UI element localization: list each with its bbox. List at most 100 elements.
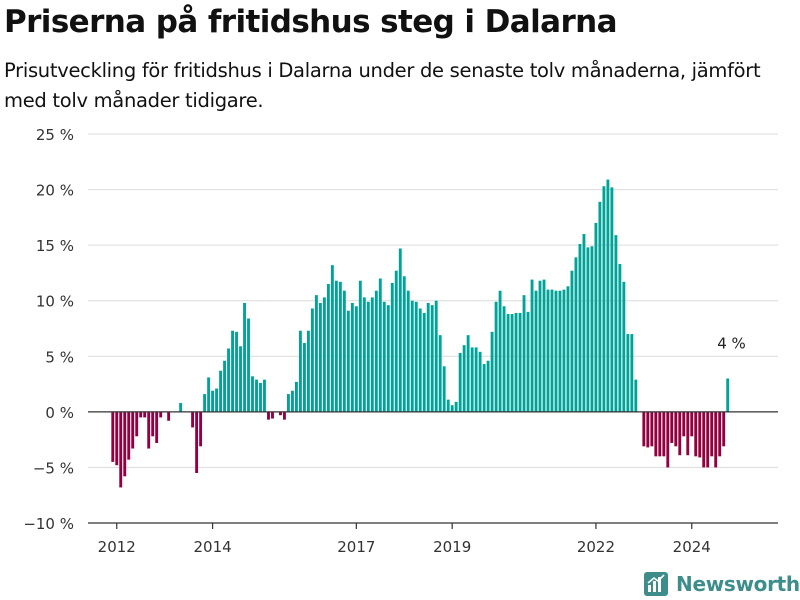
latest-value-label: 4 % bbox=[717, 334, 746, 352]
bar bbox=[287, 394, 290, 412]
newsworthy-logo-icon bbox=[644, 572, 668, 596]
bar bbox=[666, 411, 670, 468]
bar bbox=[502, 306, 506, 412]
bar bbox=[235, 331, 238, 412]
bar bbox=[334, 280, 338, 412]
bar bbox=[330, 265, 334, 412]
bar bbox=[386, 305, 390, 412]
bar bbox=[670, 411, 674, 443]
bar bbox=[382, 301, 386, 412]
bar bbox=[135, 411, 139, 437]
bar bbox=[119, 411, 123, 488]
bar bbox=[710, 411, 714, 457]
x-tick-label: 2014 bbox=[193, 538, 231, 556]
bar bbox=[410, 300, 414, 412]
bar bbox=[570, 270, 574, 412]
bar bbox=[566, 286, 570, 412]
bar bbox=[498, 290, 502, 412]
bar bbox=[582, 234, 586, 412]
bar bbox=[362, 297, 366, 412]
bar bbox=[478, 351, 482, 412]
bar bbox=[722, 411, 726, 447]
bar bbox=[219, 370, 223, 412]
x-tick-label: 2024 bbox=[673, 538, 711, 556]
bar bbox=[123, 411, 127, 477]
bar bbox=[426, 302, 430, 412]
x-tick-label: 2017 bbox=[337, 538, 375, 556]
bar bbox=[143, 411, 147, 418]
bar bbox=[702, 411, 706, 468]
bar bbox=[726, 378, 730, 412]
bar bbox=[203, 394, 207, 412]
bar bbox=[179, 402, 183, 412]
bar bbox=[398, 248, 402, 412]
bar bbox=[322, 297, 326, 412]
bar bbox=[430, 305, 434, 412]
y-tick-label: 15 % bbox=[36, 237, 74, 255]
bar bbox=[215, 388, 218, 412]
bar bbox=[626, 334, 630, 412]
bar bbox=[406, 290, 410, 412]
bar bbox=[374, 290, 378, 412]
bar bbox=[650, 411, 654, 447]
bar bbox=[303, 342, 306, 412]
bar bbox=[630, 334, 634, 412]
bar bbox=[614, 235, 618, 412]
bar bbox=[642, 411, 646, 447]
bar bbox=[259, 382, 262, 412]
bar bbox=[542, 279, 546, 412]
chart-bars bbox=[111, 179, 730, 488]
bar bbox=[682, 411, 686, 437]
bar bbox=[562, 289, 566, 412]
bar bbox=[578, 244, 582, 412]
bar bbox=[594, 222, 598, 412]
bar bbox=[434, 300, 438, 412]
bar bbox=[159, 411, 163, 418]
bar bbox=[358, 280, 362, 412]
page-subtitle: Prisutveckling för fritidshus i Dalarna … bbox=[4, 59, 761, 112]
bar bbox=[227, 348, 230, 412]
y-tick-label: 25 % bbox=[36, 126, 74, 144]
bar bbox=[298, 330, 302, 412]
bar bbox=[318, 302, 322, 412]
bar bbox=[438, 335, 442, 412]
bar bbox=[111, 411, 115, 462]
bar bbox=[690, 411, 694, 437]
bar bbox=[115, 411, 119, 466]
bar bbox=[338, 281, 342, 412]
bar bbox=[195, 411, 199, 473]
bar bbox=[546, 289, 550, 412]
y-tick-label: 5 % bbox=[45, 348, 74, 366]
bar bbox=[139, 411, 143, 418]
bar bbox=[714, 411, 718, 468]
bar bbox=[482, 364, 486, 412]
bar bbox=[618, 264, 622, 412]
bar bbox=[342, 290, 346, 412]
bar bbox=[522, 295, 526, 412]
bar bbox=[314, 295, 318, 412]
bar bbox=[366, 301, 370, 412]
bar bbox=[602, 186, 606, 412]
bar bbox=[310, 308, 314, 412]
bar bbox=[446, 399, 450, 412]
bar bbox=[590, 246, 594, 412]
bar bbox=[326, 284, 330, 412]
bar bbox=[470, 347, 474, 412]
bar bbox=[574, 257, 578, 412]
newsworthy-brand[interactable]: Newsworthy bbox=[644, 568, 800, 600]
bar bbox=[243, 302, 246, 412]
bar bbox=[518, 312, 522, 412]
page-title: Priserna på fritidshus steg i Dalarna bbox=[4, 4, 618, 40]
y-tick-label: −10 % bbox=[23, 515, 74, 533]
bar bbox=[263, 379, 266, 412]
bar bbox=[474, 347, 478, 412]
bar bbox=[267, 411, 270, 420]
bar bbox=[586, 247, 590, 412]
bar bbox=[610, 187, 614, 412]
bar bbox=[223, 360, 226, 412]
bar bbox=[271, 411, 274, 419]
bar bbox=[526, 311, 530, 412]
bar bbox=[207, 377, 211, 412]
bar bbox=[279, 411, 282, 416]
bar bbox=[598, 201, 602, 412]
